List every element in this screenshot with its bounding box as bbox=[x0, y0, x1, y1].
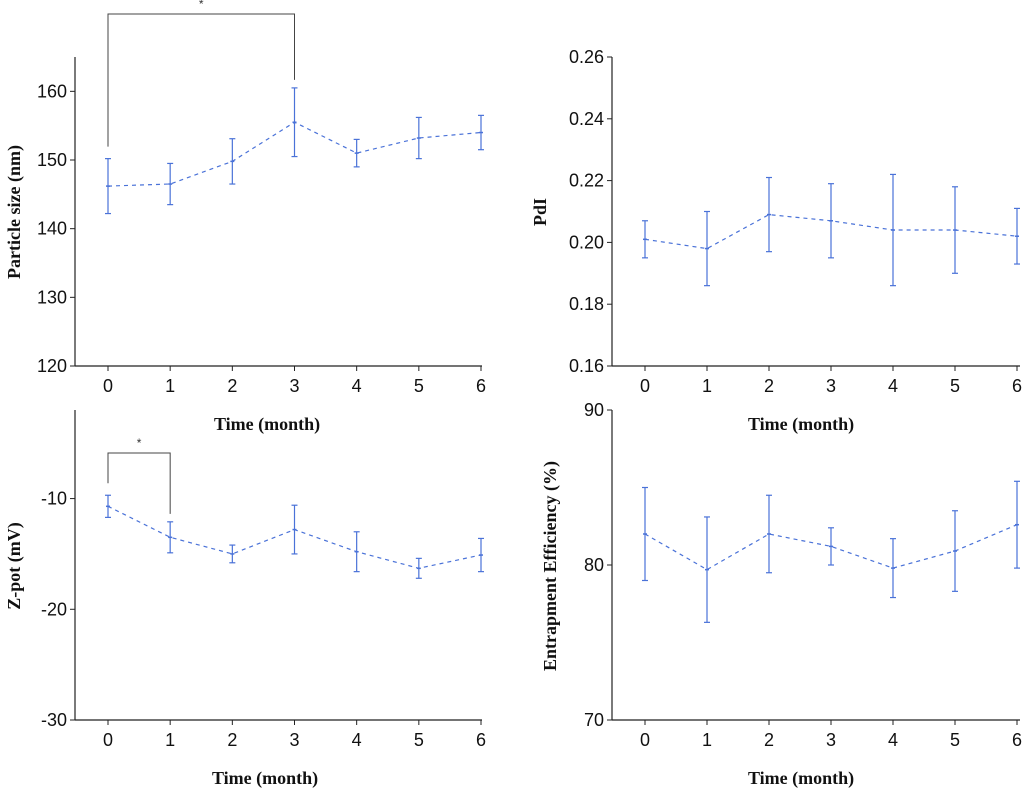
x-tick-label: 3 bbox=[289, 376, 299, 396]
y-axis-title: PdI bbox=[530, 198, 550, 226]
significance-bracket bbox=[107, 452, 171, 514]
y-tick-label: 120 bbox=[37, 356, 67, 376]
y-tick-label: -30 bbox=[41, 710, 67, 730]
y-tick-label: 130 bbox=[37, 287, 67, 307]
panel-particle-size: Time (month) Particle size (nm) 12013014… bbox=[4, 0, 486, 435]
x-tick-label: 0 bbox=[640, 376, 650, 396]
x-tick-label: 4 bbox=[352, 376, 362, 396]
x-tick-label: 0 bbox=[640, 730, 650, 750]
x-tick-label: 2 bbox=[227, 376, 237, 396]
y-tick-label: 0.20 bbox=[569, 232, 604, 252]
x-tick-label: 1 bbox=[165, 376, 175, 396]
x-tick-label: 3 bbox=[826, 730, 836, 750]
x-tick-label: 3 bbox=[826, 376, 836, 396]
y-tick-label: -10 bbox=[41, 489, 67, 509]
x-axis-title: Time (month) bbox=[748, 768, 854, 789]
x-tick-label: 4 bbox=[888, 376, 898, 396]
y-tick-label: 90 bbox=[584, 400, 604, 420]
y-axis-title: Entrapment Efficiency (%) bbox=[540, 461, 561, 671]
y-tick-label: -20 bbox=[41, 599, 67, 619]
x-tick-label: 0 bbox=[103, 730, 113, 750]
x-tick-label: 5 bbox=[950, 730, 960, 750]
x-tick-label: 6 bbox=[1012, 376, 1022, 396]
x-tick-label: 5 bbox=[950, 376, 960, 396]
significance-label: * bbox=[137, 436, 142, 450]
y-axis-title: Z-pot (mV) bbox=[4, 522, 25, 610]
panel-pdi: Time (month) PdI 0.16 0.18 0.20 0.22 0.24 0.2… bbox=[530, 47, 1022, 435]
y-tick-label: 140 bbox=[37, 219, 67, 239]
y-tick-label: 160 bbox=[37, 81, 67, 101]
x-axis-title: Time (month) bbox=[214, 414, 320, 435]
x-tick-label: 3 bbox=[289, 730, 299, 750]
x-tick-label: 1 bbox=[702, 376, 712, 396]
y-tick-label: 80 bbox=[584, 555, 604, 575]
x-tick-label: 5 bbox=[414, 376, 424, 396]
significance-label: * bbox=[199, 0, 204, 11]
x-axis-title: Time (month) bbox=[212, 768, 318, 789]
x-tick-label: 1 bbox=[702, 730, 712, 750]
y-tick-label: 0.26 bbox=[569, 47, 604, 67]
x-tick-label: 4 bbox=[888, 730, 898, 750]
significance-bracket bbox=[107, 13, 295, 147]
panel-entrapment-efficiency: Time (month) Entrapment Efficiency (%) 7… bbox=[540, 400, 1022, 789]
y-axis-title: Particle size (nm) bbox=[4, 145, 25, 279]
y-tick-label: 70 bbox=[584, 710, 604, 730]
panel-zeta-potential: Time (month) Z-pot (mV) -30 -20 -10 0 1 2 3 4 5 6… bbox=[4, 410, 486, 789]
x-tick-label: 0 bbox=[103, 376, 113, 396]
y-tick-label: 0.18 bbox=[569, 294, 604, 314]
x-axis-title: Time (month) bbox=[748, 414, 854, 435]
x-tick-label: 6 bbox=[1012, 730, 1022, 750]
y-tick-label: 0.16 bbox=[569, 356, 604, 376]
x-tick-label: 2 bbox=[764, 376, 774, 396]
y-tick-label: 150 bbox=[37, 150, 67, 170]
x-tick-label: 6 bbox=[476, 376, 486, 396]
x-tick-label: 2 bbox=[227, 730, 237, 750]
y-tick-label: 0.24 bbox=[569, 109, 604, 129]
x-tick-label: 2 bbox=[764, 730, 774, 750]
x-tick-label: 5 bbox=[414, 730, 424, 750]
y-tick-label: 0.22 bbox=[569, 171, 604, 191]
x-tick-label: 1 bbox=[165, 730, 175, 750]
x-tick-label: 6 bbox=[476, 730, 486, 750]
x-tick-label: 4 bbox=[352, 730, 362, 750]
